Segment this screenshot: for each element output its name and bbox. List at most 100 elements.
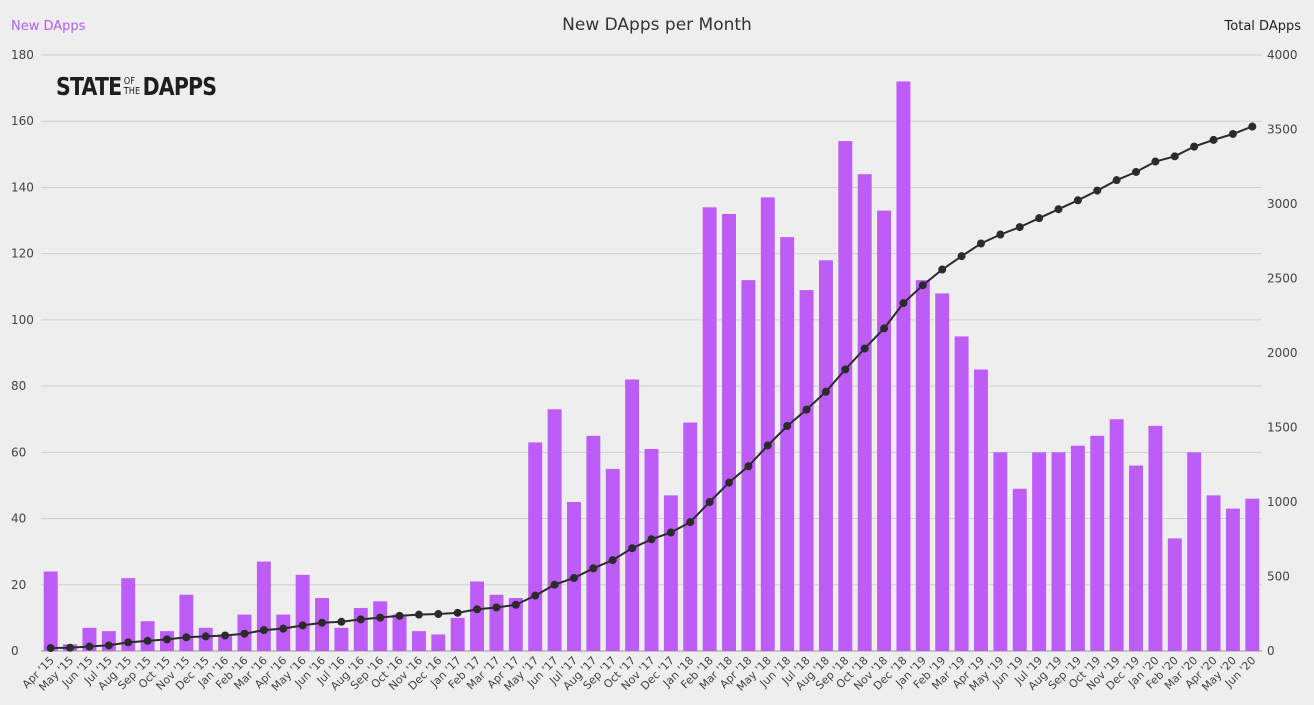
line-point [511, 600, 520, 609]
y-tick-right: 2500 [1267, 272, 1298, 286]
line-point [376, 613, 385, 622]
bar [470, 581, 485, 651]
line-point [996, 230, 1005, 239]
line-point [104, 641, 113, 650]
bar [256, 561, 271, 651]
logo-text-dapps: DAPPS [142, 72, 217, 101]
bar [993, 452, 1008, 651]
line-point [492, 603, 501, 612]
line-point [1073, 196, 1082, 205]
line-point [162, 635, 171, 644]
bar [508, 598, 523, 651]
bar [877, 210, 892, 651]
y-tick-left: 140 [11, 180, 34, 194]
line-point [1228, 129, 1237, 138]
line-point [298, 621, 307, 630]
bar [450, 617, 465, 651]
line-point [841, 365, 850, 374]
bar [625, 379, 640, 651]
line-point [705, 498, 714, 506]
line-point [143, 636, 152, 645]
line-point [686, 518, 695, 527]
line-point [628, 544, 637, 553]
line-point [182, 633, 191, 642]
logo-text-the: THE [123, 86, 141, 97]
bar [915, 280, 930, 651]
line-point [1054, 205, 1063, 214]
bar [43, 571, 58, 651]
line-point [1093, 186, 1102, 195]
y-tick-left: 120 [11, 247, 34, 261]
line-point [46, 644, 55, 653]
bar [586, 435, 601, 651]
bar [547, 409, 562, 651]
line-point [821, 387, 830, 396]
y-tick-left: 160 [11, 114, 34, 128]
y-tick-left: 80 [11, 379, 26, 393]
bar [218, 634, 233, 651]
bar [1225, 508, 1240, 651]
bar [722, 213, 737, 651]
bar [644, 449, 659, 651]
line-point [1035, 214, 1044, 223]
line-point [880, 324, 889, 333]
bar [431, 634, 446, 651]
bar [857, 174, 872, 651]
bar [489, 594, 504, 651]
bar [1206, 495, 1221, 651]
left-axis-title: New DApps [11, 19, 86, 34]
bar [1148, 425, 1163, 651]
bar [973, 369, 988, 651]
line-point [240, 629, 249, 638]
line-point [647, 535, 656, 544]
bar [1032, 452, 1047, 651]
line-point [666, 528, 675, 537]
line-point [744, 462, 753, 471]
y-tick-right: 1500 [1267, 421, 1298, 435]
y-tick-left: 180 [11, 48, 34, 62]
y-tick-left: 100 [11, 313, 34, 327]
line-point [473, 605, 482, 614]
line-point [337, 617, 346, 626]
y-tick-right: 500 [1267, 570, 1290, 584]
line-point [318, 618, 327, 627]
state-of-the-dapps-logo: STATE OF THE DAPPS [56, 72, 217, 101]
line-point [531, 591, 540, 600]
line-point [725, 478, 734, 487]
line-point [1190, 142, 1199, 151]
line-point [1170, 152, 1179, 161]
bar [1070, 445, 1085, 651]
bar [1012, 488, 1027, 651]
line-point [802, 405, 811, 414]
line-point [938, 265, 947, 274]
line-point [85, 642, 94, 651]
line-point [550, 580, 559, 589]
bar [334, 627, 349, 651]
logo-mini-text: OF THE [124, 77, 140, 97]
y-tick-right: 4000 [1267, 48, 1298, 62]
y-tick-right: 3000 [1267, 197, 1298, 211]
line-point [899, 299, 908, 308]
y-tick-left: 60 [11, 445, 26, 459]
bar [276, 614, 291, 651]
bar [353, 607, 368, 651]
line-point [221, 631, 230, 640]
y-tick-left: 0 [11, 644, 19, 658]
y-tick-right: 2000 [1267, 346, 1298, 360]
line-point [860, 344, 869, 353]
line-point [569, 573, 578, 582]
bar [935, 293, 950, 651]
y-tick-left: 40 [11, 512, 26, 526]
line-point [589, 564, 598, 573]
logo-text-state: STATE [56, 72, 122, 101]
bar [896, 81, 911, 651]
bar [179, 594, 194, 651]
line-point [1248, 122, 1257, 131]
y-tick-right: 1000 [1267, 495, 1298, 509]
bar [818, 260, 833, 651]
line-point [783, 422, 792, 431]
bar [121, 578, 136, 651]
logo-text-of: OF [123, 76, 135, 87]
line-point [976, 239, 985, 248]
